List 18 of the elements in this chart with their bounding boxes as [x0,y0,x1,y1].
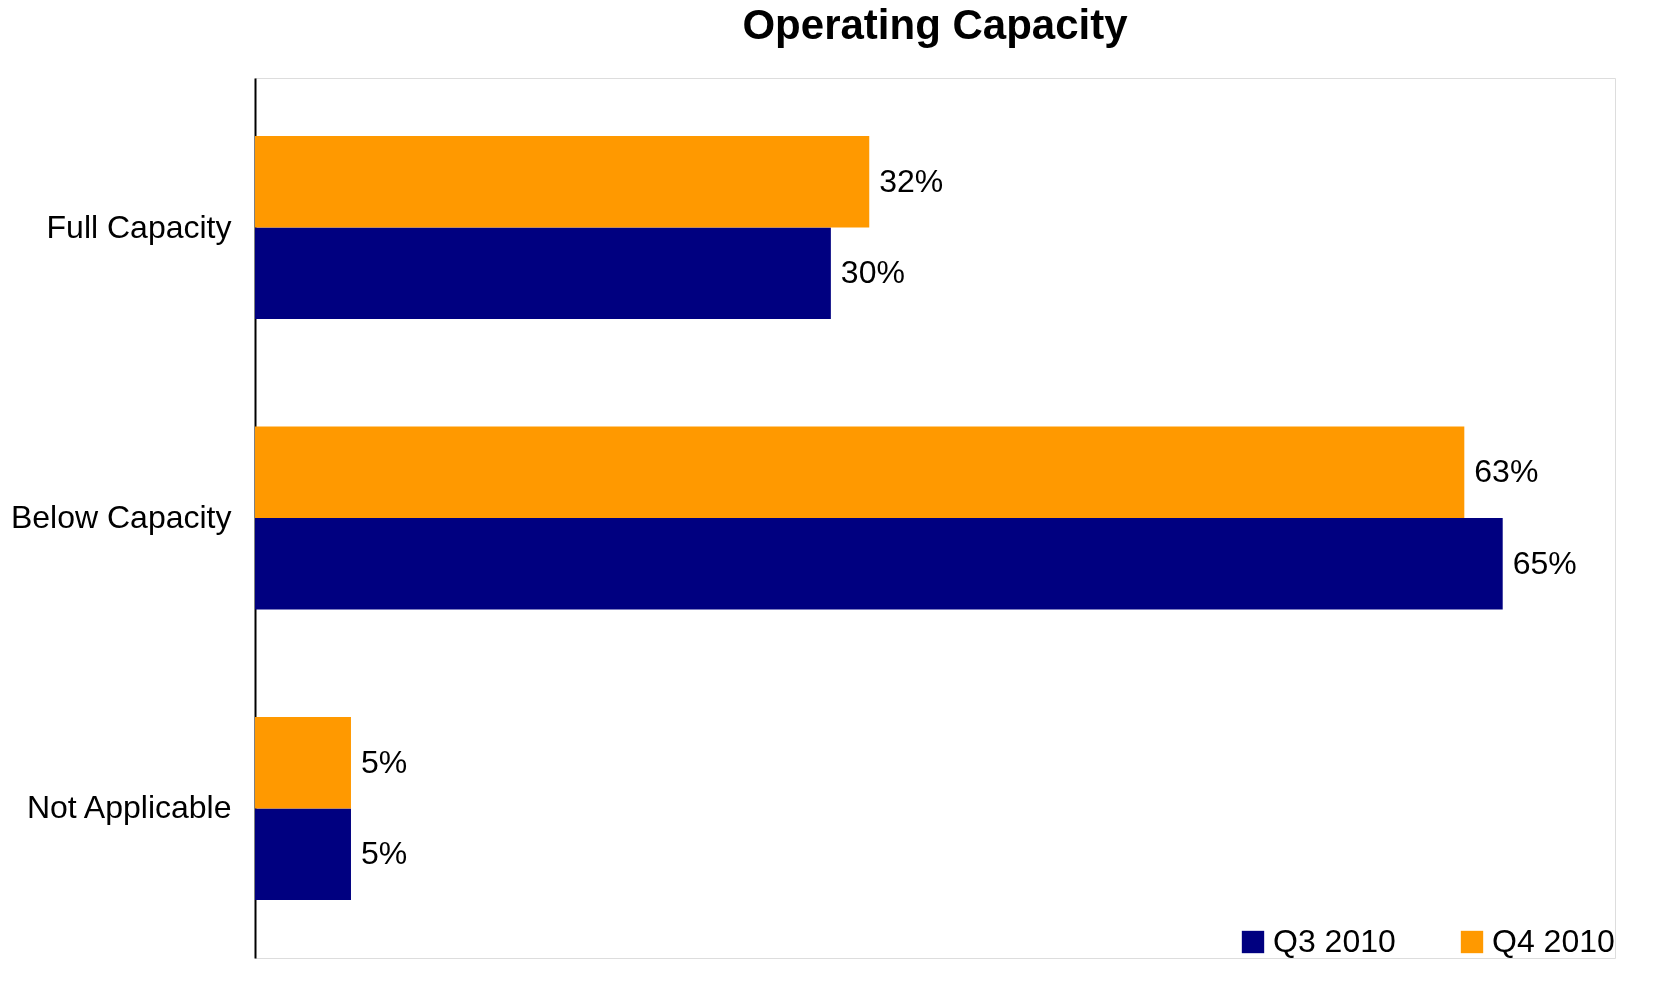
y-tick-label: Full Capacity [46,208,232,245]
bar [255,426,1465,518]
legend-label: Q3 2010 [1273,923,1396,959]
chart-title: Operating Capacity [742,1,1129,48]
data-label: 32% [879,162,944,199]
data-label: 65% [1512,544,1577,581]
data-label: 5% [360,835,408,872]
data-label: 63% [1474,453,1539,490]
data-label: 30% [840,254,905,291]
y-tick-label: Not Applicable [26,789,232,826]
bar [255,808,351,900]
y-tick-label: Below Capacity [10,499,232,535]
bar [255,227,831,320]
data-label: 5% [360,743,408,780]
bar [255,518,1503,610]
bar [255,136,870,228]
bar [255,716,351,809]
legend-label: Q4 2010 [1492,923,1615,959]
